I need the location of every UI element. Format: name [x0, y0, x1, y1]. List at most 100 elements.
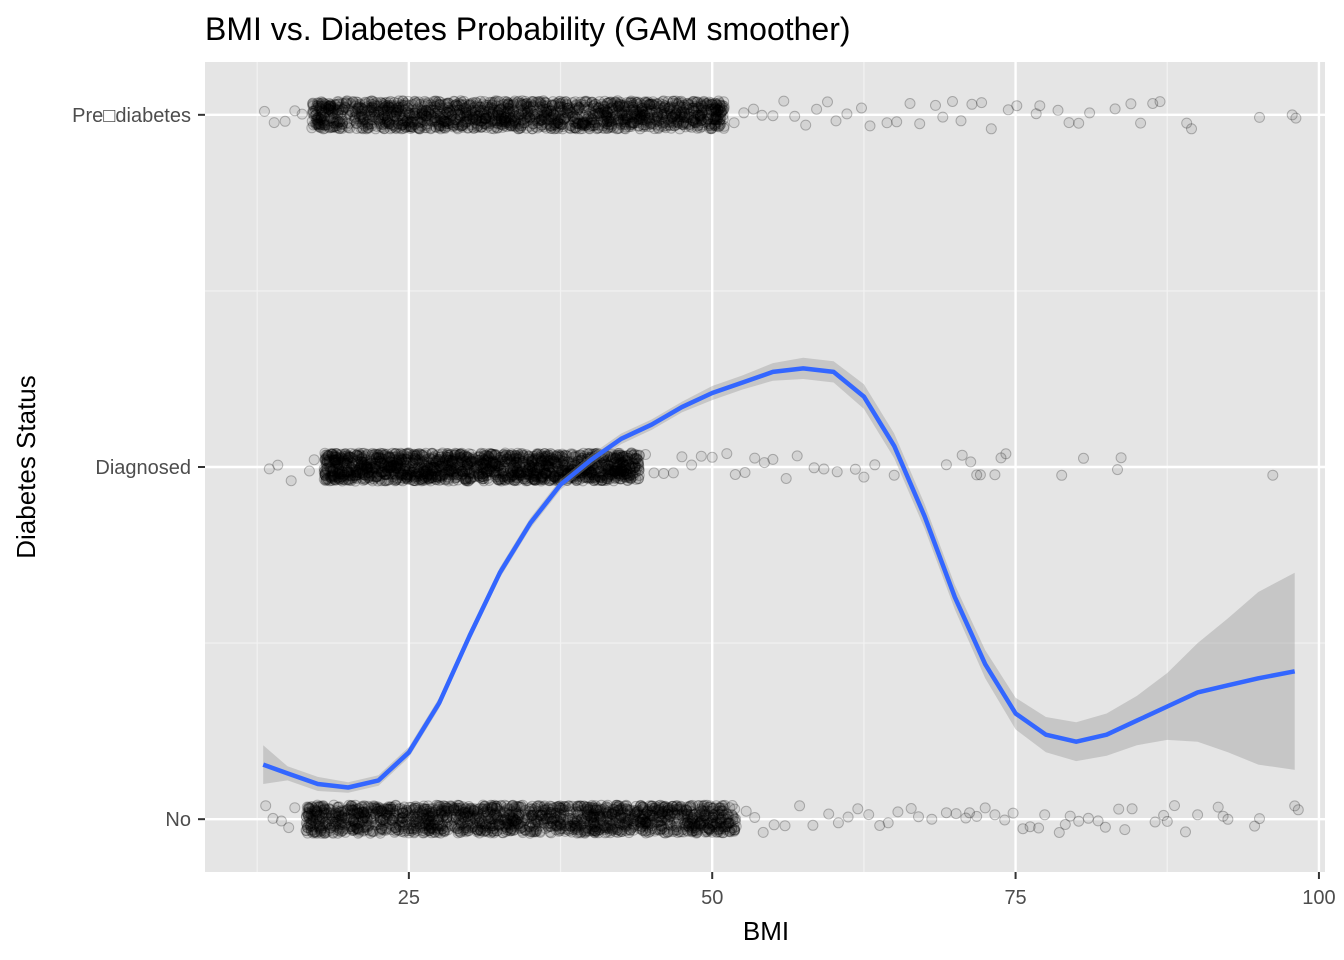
data-point: [680, 803, 692, 815]
data-point: [347, 815, 359, 827]
data-point: [852, 803, 864, 815]
data-point: [683, 821, 695, 833]
data-point: [639, 825, 651, 837]
data-point: [579, 815, 591, 827]
data-point: [424, 825, 436, 837]
data-point: [686, 459, 698, 471]
data-point: [592, 808, 604, 820]
data-point: [366, 815, 378, 827]
data-point: [581, 801, 593, 813]
data-point: [474, 817, 486, 829]
data-point: [546, 815, 558, 827]
data-point: [727, 811, 739, 823]
data-point: [506, 823, 517, 835]
data-point: [465, 803, 477, 815]
data-point: [1056, 469, 1068, 481]
data-point: [644, 815, 656, 827]
data-point: [588, 821, 600, 833]
data-point: [538, 801, 550, 813]
data-point: [722, 809, 734, 821]
data-point: [720, 820, 732, 832]
data-point: [505, 825, 517, 837]
data-point: [1115, 452, 1127, 464]
data-point: [502, 814, 514, 826]
data-point: [548, 813, 560, 824]
data-point: [327, 816, 339, 828]
data-point: [615, 803, 627, 815]
data-point: [642, 813, 654, 825]
data-point: [724, 826, 736, 838]
data-point: [971, 810, 983, 822]
data-point: [339, 817, 351, 829]
data-point: [602, 810, 614, 822]
data-point: [374, 812, 386, 824]
data-point: [647, 810, 659, 822]
data-point: [472, 824, 484, 836]
data-point: [318, 804, 330, 816]
data-point: [430, 804, 442, 816]
data-point: [439, 809, 451, 821]
data-point: [636, 813, 648, 825]
data-point: [1007, 807, 1019, 819]
data-point: [368, 802, 380, 814]
data-point: [646, 807, 658, 819]
data-point: [314, 821, 326, 833]
data-point: [501, 814, 513, 826]
data-point: [727, 810, 739, 822]
data-point: [600, 804, 612, 816]
data-point: [510, 453, 522, 465]
data-point: [474, 813, 485, 825]
data-point: [473, 470, 485, 481]
data-point: [578, 826, 590, 838]
data-point: [358, 803, 370, 815]
data-point: [365, 811, 377, 823]
data-point: [356, 800, 368, 812]
data-point: [361, 805, 373, 817]
data-point: [462, 825, 474, 837]
data-point: [691, 827, 703, 838]
data-point: [485, 801, 497, 813]
data-point: [412, 806, 424, 818]
data-point: [436, 823, 448, 835]
data-point: [442, 803, 454, 815]
data-point: [653, 812, 664, 824]
data-point: [681, 817, 693, 829]
data-point: [619, 800, 631, 812]
data-point: [349, 799, 361, 811]
data-point: [389, 807, 400, 819]
data-point: [341, 804, 353, 816]
data-point: [592, 827, 604, 839]
data-point: [646, 802, 658, 814]
data-point: [385, 803, 397, 815]
data-point: [625, 447, 637, 459]
data-point: [610, 826, 622, 838]
data-point: [634, 823, 646, 835]
data-point: [849, 463, 861, 475]
data-point: [729, 813, 740, 825]
data-point: [528, 462, 540, 473]
data-point: [348, 820, 360, 832]
data-point: [749, 452, 761, 464]
data-point: [637, 801, 649, 813]
data-point: [424, 807, 435, 819]
data-point: [337, 824, 349, 836]
data-point: [600, 807, 612, 819]
data-point: [487, 820, 499, 832]
data-point: [582, 804, 594, 816]
data-point: [397, 808, 409, 819]
data-point: [463, 803, 475, 815]
data-point: [308, 810, 320, 822]
data-point: [1161, 815, 1173, 827]
data-point: [675, 826, 687, 838]
data-point: [452, 802, 464, 814]
data-point: [682, 825, 694, 837]
data-point: [892, 806, 904, 818]
data-point: [644, 809, 656, 821]
data-point: [343, 799, 355, 811]
data-point: [863, 809, 875, 821]
data-point: [485, 799, 497, 811]
data-point: [410, 802, 422, 814]
data-point: [676, 804, 688, 816]
data-point: [459, 806, 471, 818]
data-point: [554, 802, 566, 814]
